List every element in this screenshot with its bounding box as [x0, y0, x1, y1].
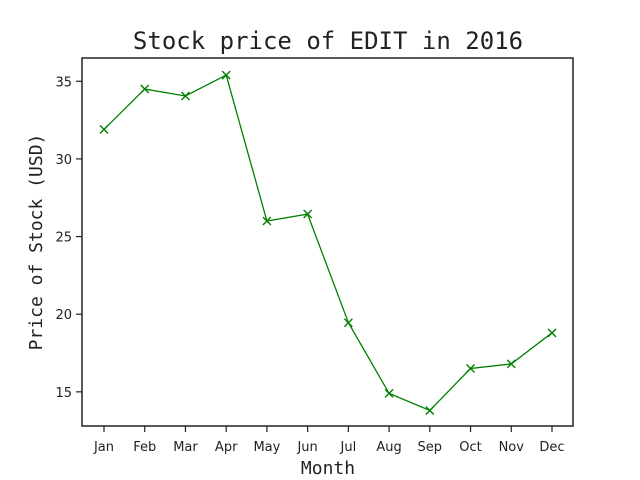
- chart-title: Stock price of EDIT in 2016: [133, 27, 523, 55]
- x-tick-label: Aug: [376, 440, 401, 455]
- x-tick-label: May: [253, 440, 280, 455]
- data-point-apr: [221, 70, 231, 80]
- data-point-jun: [303, 209, 313, 219]
- data-point-jan: [99, 124, 109, 134]
- data-point-feb: [140, 84, 150, 94]
- series-layer: [99, 70, 557, 415]
- y-axis-label: Price of Stock (USD): [26, 134, 47, 351]
- y-axis: 15 20 25 30 35: [55, 75, 82, 401]
- y-tick-label: 20: [55, 308, 72, 323]
- x-tick-label: Oct: [459, 440, 481, 455]
- x-tick-label: Feb: [133, 440, 156, 455]
- data-point-may: [262, 216, 272, 226]
- y-tick-label: 30: [55, 153, 72, 168]
- x-axis: Jan Feb Mar Apr May Jun Jul Aug Sep Oct Nov Dec: [93, 426, 565, 455]
- x-axis-label: Month: [301, 458, 355, 479]
- x-tick-label: Nov: [499, 440, 525, 455]
- data-point-sep: [425, 405, 435, 415]
- data-point-aug: [384, 388, 394, 398]
- y-tick-label: 35: [55, 75, 72, 90]
- x-tick-label: Sep: [418, 440, 443, 455]
- y-tick-label: 25: [55, 231, 72, 246]
- x-tick-label: Dec: [539, 440, 564, 455]
- x-tick-label: Jan: [93, 440, 114, 455]
- plot-area: [81, 57, 574, 427]
- x-tick-label: Jun: [296, 440, 317, 455]
- data-point-jul: [343, 318, 353, 328]
- x-tick-label: Apr: [215, 440, 238, 455]
- data-point-dec: [547, 328, 557, 338]
- data-point-oct: [466, 364, 476, 374]
- x-tick-label: Mar: [173, 440, 198, 455]
- series-line: [103, 74, 553, 412]
- y-tick-label: 15: [55, 386, 72, 401]
- x-tick-label: Jul: [340, 440, 357, 455]
- data-point-mar: [180, 91, 190, 101]
- data-point-nov: [506, 359, 516, 369]
